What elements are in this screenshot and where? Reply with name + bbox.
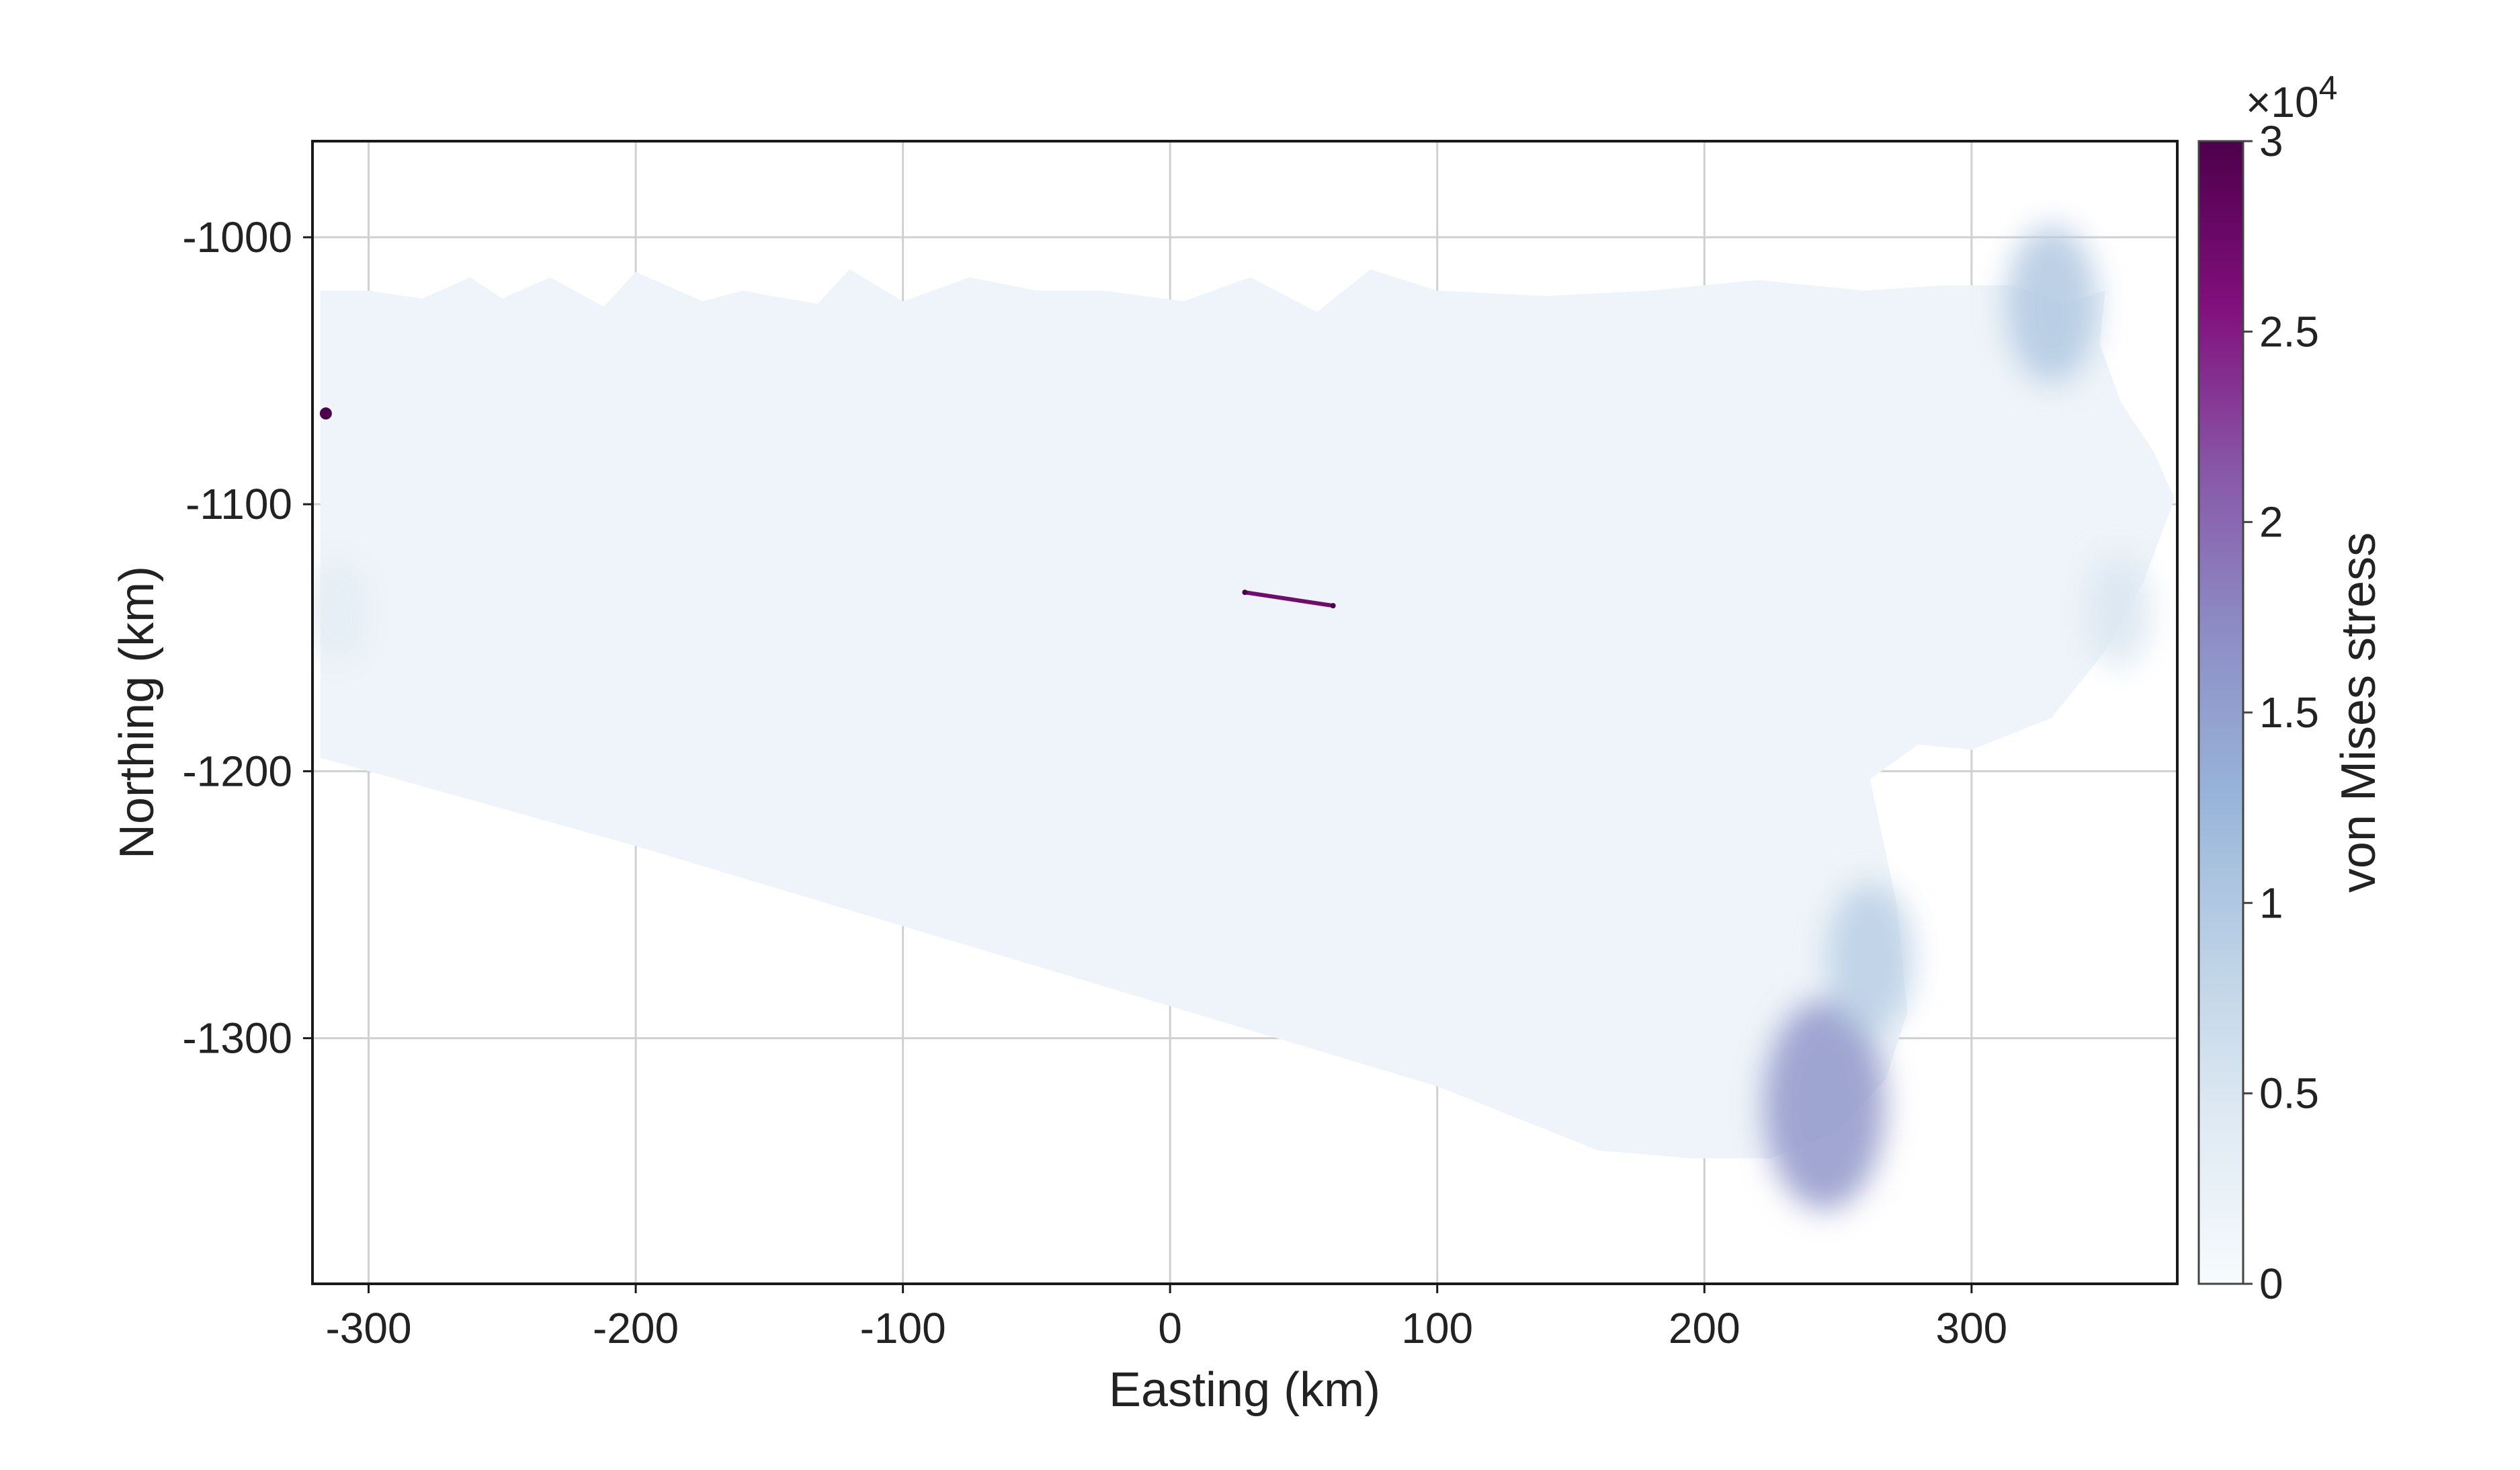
colorbar — [2197, 140, 2244, 1285]
y-tick-label: -1300 — [182, 1014, 292, 1063]
y-axis-label: Northing (km) — [110, 566, 164, 859]
ice-shelf-domain — [320, 269, 2175, 1159]
western-edge-zone — [312, 561, 366, 661]
colorbar-tick-label: 0 — [2259, 1260, 2283, 1308]
colorbar-tick-label: 2 — [2259, 498, 2283, 546]
western-edge-high — [319, 407, 332, 420]
stress-sharp-features — [319, 407, 1336, 609]
east-lobe-zone — [2085, 554, 2152, 668]
colorbar-tick-label: 1.5 — [2259, 688, 2319, 737]
x-tick-label: -100 — [860, 1304, 946, 1352]
central-rift-line — [1243, 590, 1335, 608]
colorbar-tick-label: 2.5 — [2259, 307, 2319, 356]
y-tick-label: -1100 — [185, 480, 292, 528]
stress-hotspots — [312, 225, 2152, 1210]
plot-frame — [311, 140, 2179, 1285]
x-tick-label: -200 — [593, 1304, 679, 1352]
northeast-margin-zone — [2006, 225, 2097, 383]
x-tick-label: -300 — [325, 1304, 411, 1352]
x-axis-ticks: -300 -200 -100 0 100 200 300 — [325, 1284, 2007, 1352]
x-tick-label: 100 — [1401, 1304, 1473, 1352]
colorbar-ticks: 0 0.5 1 1.5 2 2.5 3 — [2243, 117, 2319, 1308]
colorbar-tick-label: 1 — [2259, 879, 2283, 927]
colorbar-tick-label: 0.5 — [2259, 1069, 2319, 1118]
central-rift-line-end — [1242, 589, 1248, 596]
colorbar-tick-label: 3 — [2259, 117, 2283, 165]
y-axis-ticks: -1000 -1100 -1200 -1300 — [182, 213, 312, 1063]
y-tick-label: -1200 — [182, 747, 292, 795]
southeast-margin-high — [1764, 999, 1886, 1210]
x-axis-label: Easting (km) — [1109, 1363, 1380, 1417]
colorbar-label: von Mises stress — [2332, 532, 2386, 893]
colorbar-exponent: 4 — [2319, 69, 2338, 107]
x-tick-label: 200 — [1669, 1304, 1740, 1352]
x-tick-label: 0 — [1158, 1304, 1182, 1352]
colorbar-multiplier-base: ×10 — [2246, 78, 2319, 126]
central-rift-line-end — [1330, 603, 1336, 609]
x-tick-label: 300 — [1935, 1304, 2007, 1352]
y-tick-label: -1000 — [182, 213, 292, 261]
southeast-margin-zone — [1827, 883, 1913, 1032]
colorbar-multiplier: ×104 — [2246, 69, 2337, 126]
